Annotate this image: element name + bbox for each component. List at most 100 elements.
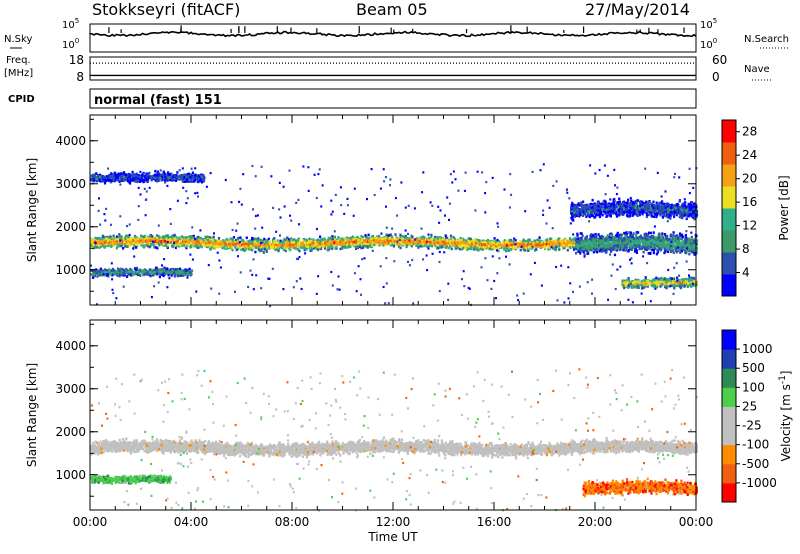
power-cell	[106, 273, 108, 276]
power-cell	[474, 246, 476, 249]
power-cell	[558, 242, 560, 245]
power-cell	[339, 243, 341, 246]
power-cell	[130, 239, 132, 242]
power-cell	[268, 246, 270, 249]
power-cell	[164, 240, 166, 243]
power-cell	[423, 236, 425, 239]
power-cell	[446, 237, 448, 240]
power-cell	[405, 241, 407, 244]
power-cell	[482, 248, 484, 251]
power-cell	[163, 268, 165, 271]
power-cell	[118, 233, 120, 236]
nsky-tick-top: 105	[62, 17, 79, 31]
power-cell	[257, 244, 259, 247]
power-cell	[580, 232, 582, 235]
power-cell	[137, 237, 139, 240]
power-cell	[182, 271, 184, 274]
power-cell	[568, 244, 570, 247]
power-cell	[139, 178, 141, 181]
power-cell	[445, 234, 447, 237]
power-cell	[209, 236, 211, 239]
power-cell	[476, 244, 478, 247]
power-cell	[511, 242, 513, 245]
power-cell	[214, 246, 216, 249]
power-cell	[430, 238, 432, 241]
power-cell	[416, 239, 418, 242]
power-cell	[430, 244, 432, 247]
power-cell	[121, 175, 123, 178]
power-cell	[346, 246, 348, 249]
power-cell	[539, 244, 541, 247]
power-cell	[488, 245, 490, 248]
power-cell	[342, 239, 344, 242]
power-cell	[380, 240, 382, 243]
power-cell	[470, 238, 472, 241]
power-cell	[481, 244, 483, 247]
power-cell	[525, 240, 527, 243]
power-cell	[390, 233, 392, 236]
power-cell	[192, 172, 194, 175]
power-cell	[232, 243, 234, 246]
power-cell	[307, 245, 309, 248]
power-cell	[154, 170, 156, 173]
power-cell	[303, 246, 305, 249]
power-cell	[420, 245, 422, 248]
power-cell	[224, 242, 226, 245]
power-cell	[101, 240, 103, 243]
power-cell	[484, 243, 486, 246]
nsearch-tick-bottom: 100	[700, 37, 717, 51]
power-cell	[125, 174, 127, 177]
power-cell	[151, 235, 153, 238]
power-cell	[144, 175, 146, 178]
power-cell	[281, 244, 283, 247]
power-cell	[110, 245, 112, 248]
power-cell	[126, 245, 128, 248]
power-cell	[369, 240, 371, 243]
power-cell	[200, 245, 202, 248]
power-cell	[203, 177, 205, 180]
power-cell	[361, 239, 363, 242]
power-cell	[251, 249, 253, 252]
power-cell	[192, 176, 194, 179]
power-cell	[183, 176, 185, 179]
power-cell	[247, 243, 249, 246]
power-cell	[134, 239, 136, 242]
power-cell	[319, 246, 321, 249]
power-cell	[197, 236, 199, 239]
power-cell	[201, 181, 203, 184]
power-cell	[304, 242, 306, 245]
power-cell	[666, 235, 668, 238]
power-cell	[160, 243, 162, 246]
power-cell	[235, 246, 237, 249]
power-cell	[221, 247, 223, 250]
power-cell	[350, 242, 352, 245]
power-cell	[190, 245, 192, 248]
power-cell	[149, 271, 151, 274]
power-cell	[106, 238, 108, 241]
power-cell	[411, 245, 413, 248]
power-cell	[344, 246, 346, 249]
power-cell	[470, 246, 472, 249]
power-cell	[450, 235, 452, 238]
power-cell	[151, 179, 153, 182]
power-cell	[222, 239, 224, 242]
power-cell	[158, 236, 160, 239]
power-cell	[167, 234, 169, 237]
power-cell	[536, 244, 538, 247]
power-cell	[174, 178, 176, 181]
power-cell	[109, 176, 111, 179]
power-cell	[384, 239, 386, 242]
power-cell	[275, 246, 277, 249]
power-cell	[375, 237, 377, 240]
power-cells	[90, 163, 698, 307]
power-cell	[557, 238, 559, 241]
power-cell	[429, 242, 431, 245]
power-cell	[436, 241, 438, 244]
power-cell	[266, 250, 268, 253]
power-cell	[138, 272, 140, 275]
power-cell	[141, 270, 143, 273]
power-cell	[98, 244, 100, 247]
power-cell	[557, 241, 559, 244]
power-cell	[653, 252, 655, 255]
power-cell	[549, 246, 551, 249]
